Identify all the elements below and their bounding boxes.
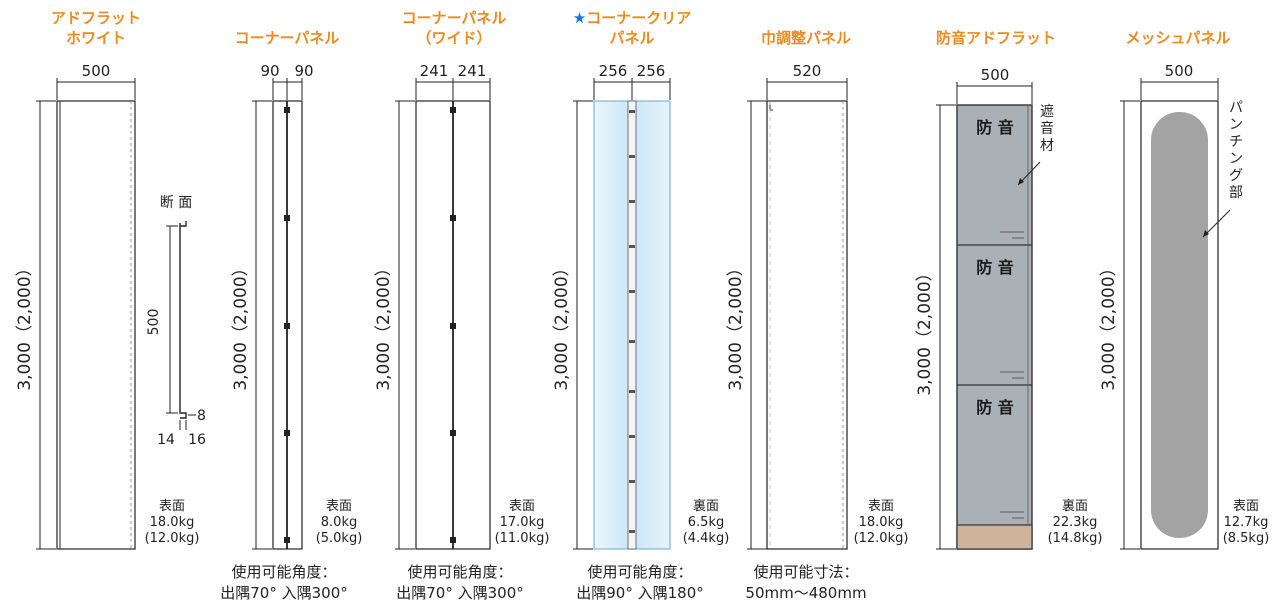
- height-dimension: 3,000（2,000）: [552, 259, 572, 390]
- footer-line-2: 50mm〜480mm: [745, 584, 866, 602]
- footer-line-1: 使用可能寸法：: [753, 563, 858, 581]
- height-dimension: 3,000（2,000）: [915, 264, 935, 395]
- weight-short: (5.0kg): [316, 531, 363, 546]
- weight-side: 表面: [326, 499, 352, 514]
- section-dim-right: 16: [188, 432, 206, 448]
- annotation-punching: パ ン チ ン グ 部: [1202, 100, 1243, 238]
- annotation-char-5: グ: [1229, 168, 1243, 184]
- width-dimension-right: 90: [294, 62, 313, 80]
- weight-value: 6.5kg: [688, 515, 724, 530]
- panel-title-line-1: 防音アドフラット: [936, 29, 1056, 47]
- panel-title-line-1: コーナークリア: [586, 9, 691, 27]
- section-lip: 8: [197, 408, 206, 424]
- panel-adflat-white: アドフラット ホワイト 500 3,000（2,000） 表面 18.0kg (…: [15, 9, 200, 550]
- weight-side: 表面: [1233, 499, 1259, 514]
- height-dimension: 3,000（2,000）: [15, 259, 35, 390]
- footer-line-2: 出隅90° 入隅180°: [576, 584, 704, 602]
- footer-line-2: 出隅70° 入隅300°: [220, 584, 348, 602]
- soundproof-stamp-3: 防 音: [976, 398, 1014, 417]
- annotation-char-4: ン: [1229, 151, 1243, 167]
- weight-short: (14.8kg): [1048, 531, 1103, 546]
- width-dimension-left: 256: [599, 62, 628, 80]
- width-dimension-left: 241: [420, 62, 449, 80]
- weight-short: (8.5kg): [1223, 531, 1270, 546]
- height-dimension: 3,000（2,000）: [231, 259, 251, 390]
- width-dimension-right: 256: [637, 62, 666, 80]
- weight-side: 表面: [159, 499, 185, 514]
- panel-face: [56, 100, 136, 550]
- annotation-char-2: ン: [1229, 117, 1243, 133]
- panel-mesh: メッシュパネル 500 3,000（2,000） パ ン チ ン グ 部 表面 …: [1099, 29, 1270, 550]
- weight-value: 8.0kg: [321, 515, 357, 530]
- weight-short: (12.0kg): [854, 531, 909, 546]
- panel-soundproof-adflat: 防音アドフラット 500 3,000（2,000） 防 音 防 音 防 音 遮 …: [915, 29, 1103, 550]
- weight-value: 18.0kg: [859, 515, 904, 530]
- annotation-char-1: 遮: [1040, 104, 1054, 120]
- panel-title-line-1: メッシュパネル: [1125, 29, 1230, 47]
- weight-side: 表面: [509, 499, 535, 514]
- weight-value: 22.3kg: [1053, 515, 1098, 530]
- width-dimension-right: 241: [458, 62, 487, 80]
- annotation-char-2: 音: [1040, 120, 1054, 137]
- panel-corner-wide: コーナーパネル （ワイド） 241 241 3,000（2,000） 表面 17…: [374, 9, 549, 602]
- footer-line-2: 出隅70° 入隅300°: [396, 584, 524, 602]
- soundproof-stamp-2: 防 音: [976, 258, 1014, 277]
- weight-value: 17.0kg: [500, 515, 545, 530]
- section-label: 断 面: [160, 195, 192, 211]
- panel-title-line-1: 巾調整パネル: [761, 29, 851, 47]
- weight-side: 裏面: [693, 499, 719, 514]
- panel-corner-clear: ★コーナークリア パネル 256 256 3,000（2,000） 裏面 6.5…: [552, 9, 729, 602]
- panel-title-line-2: （ワイド）: [416, 29, 491, 47]
- weight-value: 18.0kg: [150, 515, 195, 530]
- svg-text:★コーナークリア: ★コーナークリア: [573, 9, 691, 27]
- annotation-char-3: チ: [1229, 134, 1243, 150]
- section-dim-left: 14: [157, 432, 175, 448]
- panel-face: [766, 100, 848, 550]
- height-dimension: 3,000（2,000）: [726, 259, 746, 390]
- footer-line-1: 使用可能角度：: [407, 563, 512, 581]
- panel-width-adjust: 巾調整パネル 520 3,000（2,000） 表面 18.0kg (12.0k…: [726, 29, 908, 602]
- panel-title-line-1: コーナーパネル: [235, 29, 340, 47]
- width-dimension-left: 90: [260, 62, 279, 80]
- width-dimension: 500: [82, 62, 111, 80]
- panel-face: [956, 104, 1033, 550]
- width-dimension: 520: [793, 62, 822, 80]
- annotation-char-3: 材: [1040, 138, 1054, 154]
- section-height: 500: [146, 309, 162, 336]
- mesh-punched-area: [1151, 112, 1208, 538]
- weight-short: (12.0kg): [145, 531, 200, 546]
- panel-base: [956, 524, 1033, 550]
- panel-title-line-2: ホワイト: [66, 29, 126, 47]
- panel-title-line-2: パネル: [609, 29, 654, 47]
- soundproof-stamp-1: 防 音: [976, 118, 1014, 137]
- star-icon: ★: [573, 9, 586, 27]
- annotation-char-6: 部: [1229, 185, 1243, 201]
- footer-line-1: 使用可能角度：: [231, 563, 336, 581]
- width-dimension: 500: [1165, 62, 1194, 80]
- annotation-char-1: パ: [1229, 100, 1243, 116]
- weight-side: 表面: [868, 499, 894, 514]
- footer-line-1: 使用可能角度：: [587, 563, 692, 581]
- height-dimension: 3,000（2,000）: [374, 259, 394, 390]
- weight-side: 裏面: [1062, 499, 1088, 514]
- weight-short: (11.0kg): [495, 531, 550, 546]
- panel-title-line-1: コーナーパネル: [402, 9, 507, 27]
- annotation-sound-insulation: 遮 音 材: [1017, 104, 1054, 186]
- panel-title-line-1: アドフラット: [51, 9, 141, 27]
- width-dimension: 500: [981, 66, 1010, 84]
- panel-corner: コーナーパネル 90 90 3,000（2,000） 表面 8.0kg (5.0…: [220, 29, 362, 602]
- height-dimension: 3,000（2,000）: [1099, 259, 1119, 390]
- weight-short: (4.4kg): [683, 531, 730, 546]
- cross-section: 断 面 500 8 14 16: [146, 195, 206, 448]
- weight-value: 12.7kg: [1224, 515, 1269, 530]
